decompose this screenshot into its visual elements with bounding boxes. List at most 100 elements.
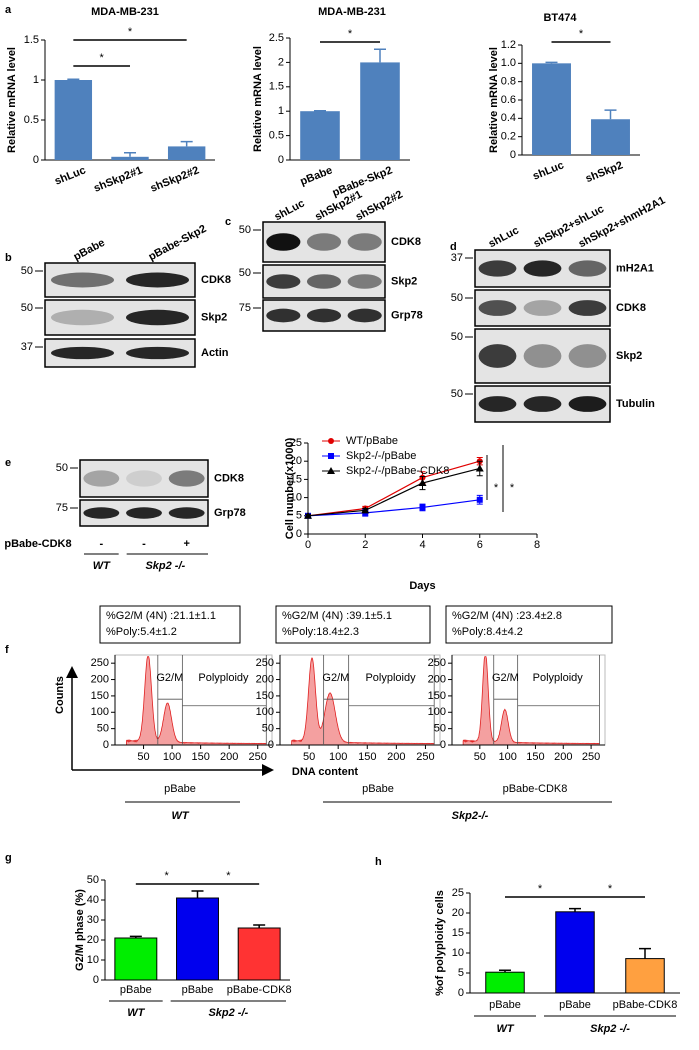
blot-band [478,344,517,368]
bar [111,156,149,160]
blot-band [51,346,114,360]
panel-letter: d [450,241,457,253]
significance-label: * [608,883,613,895]
blot-band [126,272,189,288]
blot-band [306,233,342,251]
x-tick-label: pBabe-CDK8 [227,984,292,996]
y-tick-label: 2.5 [269,32,284,44]
y-tick-label: 2 [278,56,284,68]
y-tick-label: 150 [91,690,109,702]
treatment-sign: - [142,538,146,550]
marker [361,506,370,514]
y-tick-label: 5 [458,967,464,979]
y-axis-label: Relative mRNA level [6,47,18,153]
significance-label: * [510,482,515,494]
blot-band [83,507,120,519]
blot-band [478,396,517,412]
significance-label: * [165,870,170,882]
bar [485,971,525,994]
blot-band [266,233,301,251]
y-tick-label: 0 [268,739,274,751]
y-axis-label: Relative mRNA level [488,47,500,153]
marker [475,464,484,472]
x-tick-label: 100 [498,751,516,763]
x-tick-label: 4 [419,539,425,551]
blot-band [347,233,382,251]
x-tick-label: 0 [305,539,311,551]
treatment-label: pBabe-CDK8 [4,538,71,550]
chart-title: MDA-MB-231 [91,6,159,18]
y-tick-label: 0 [33,154,39,166]
y-tick-label: 250 [428,657,446,669]
y-tick-label: 0.8 [501,76,516,88]
gate-label: Polyploidy [533,672,584,684]
y-tick-label: 0 [278,154,284,166]
blot-band [523,300,562,316]
y-axis-label: Relative mRNA level [252,46,264,152]
row-label: CDK8 [214,472,244,484]
condition-label: pBabe [164,783,196,795]
panel-letter: g [5,852,12,864]
treatment-sign: + [183,538,189,550]
series-line [307,467,480,517]
y-tick-label: 25 [290,437,302,449]
error-bar [604,109,617,120]
gate-label: G2/M [492,672,519,684]
group-label: WT [171,810,189,822]
blot-band [126,346,189,360]
significance-label: * [538,883,543,895]
panel-letter: b [5,252,12,264]
mw-marker: 50 [21,265,33,277]
plot-frame [279,654,441,746]
y-tick-label: 20 [452,907,464,919]
error-bar [124,152,136,157]
x-tick-label: 2 [362,539,368,551]
error-bar [639,947,651,959]
row-label: CDK8 [201,274,231,286]
row-label: CDK8 [391,236,421,248]
row-label: Skp2 [201,311,227,323]
x-tick-label: 250 [416,751,434,763]
blot-band [478,300,517,316]
mw-marker: 50 [21,302,33,314]
mw-marker: 50 [451,388,463,400]
panel-letter: h [375,856,382,868]
y-tick-label: 1.5 [24,34,39,46]
bar [54,80,93,160]
y-tick-label: 10 [290,492,302,504]
x-tick-label: 6 [477,539,483,551]
blot-band [51,272,114,288]
y-tick-label: 30 [87,914,99,926]
x-axis-label: Days [409,580,435,592]
row-label: mH2A1 [616,262,654,274]
y-tick-label: 25 [452,887,464,899]
mw-marker: 37 [451,252,463,264]
mw-marker: 50 [239,267,251,279]
x-tick-label: 200 [554,751,572,763]
condition-label: pBabe [362,783,394,795]
legend-label: Skp2-/-/pBabe-CDK8 [346,465,449,477]
y-tick-label: 100 [256,706,274,718]
y-tick-label: 1 [33,74,39,86]
y-tick-label: 5 [296,510,302,522]
significance-label: * [100,52,105,64]
stats-box [275,605,431,644]
blot-band [83,470,120,487]
series-line [307,460,480,517]
bar [360,62,400,160]
chart-title: BT474 [543,12,577,24]
blot-band [568,260,607,277]
x-tick-label: 100 [163,751,181,763]
x-tick-label: pBabe [182,984,214,996]
group-label: Skp2 -/- [590,1023,630,1035]
y-tick-label: 10 [87,954,99,966]
lane-label: pBabe [72,237,107,263]
x-tick-label: pBabe [489,999,521,1011]
genotype-label: WT [93,560,111,572]
lane-label: shSkp2+shmH2A1 [577,194,668,250]
y-tick-label: 40 [87,894,99,906]
y-tick-label: 100 [91,706,109,718]
y-tick-label: 10 [452,947,464,959]
x-tick-label: shSkp2#2 [149,164,201,194]
condition-label: pBabe-CDK8 [503,783,568,795]
